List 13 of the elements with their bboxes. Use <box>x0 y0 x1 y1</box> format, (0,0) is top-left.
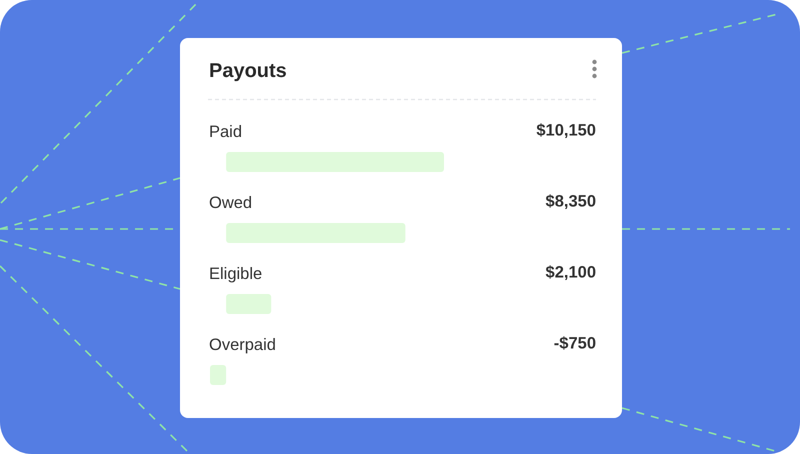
chart-title: Payouts <box>209 60 287 82</box>
y-tick-label: Owed <box>209 194 252 212</box>
data-label: $10,150 <box>536 122 596 140</box>
bar <box>210 365 226 385</box>
bar <box>226 223 406 243</box>
y-tick-label: Eligible <box>209 265 262 283</box>
bar <box>226 294 272 314</box>
y-tick-label: Overpaid <box>209 336 276 354</box>
data-label: -$750 <box>554 334 596 352</box>
bar <box>226 152 444 172</box>
data-label: $2,100 <box>546 264 596 282</box>
data-label: $8,350 <box>546 192 596 210</box>
y-tick-label: Paid <box>209 123 242 141</box>
